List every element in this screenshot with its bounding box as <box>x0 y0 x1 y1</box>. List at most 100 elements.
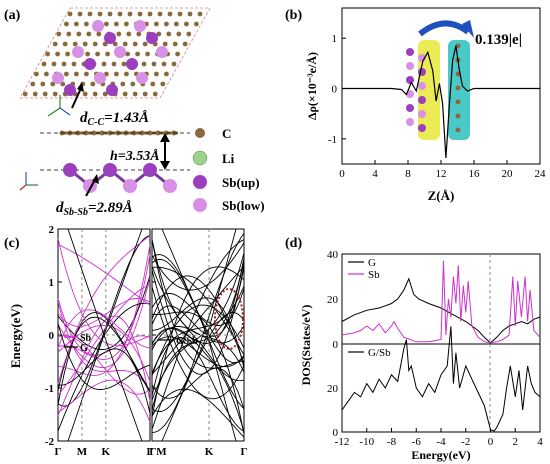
c-atom <box>142 41 148 47</box>
band-line <box>57 316 151 392</box>
c-atom <box>455 99 461 105</box>
c-atom <box>125 51 130 57</box>
c-atom <box>102 91 108 97</box>
highlight-ellipse <box>214 288 244 350</box>
crystal-side-view: h=3.53Å <box>40 130 190 193</box>
c-atom <box>154 71 159 77</box>
c-atom <box>160 81 166 87</box>
band-line <box>151 297 245 369</box>
c-atom <box>61 61 67 67</box>
panel-c-right: G/Sb <box>151 228 245 442</box>
x-tick-label: -10 <box>359 436 374 448</box>
c-atom <box>62 41 68 47</box>
band-line <box>151 327 245 382</box>
c-atom <box>124 21 129 27</box>
k-label: Γ <box>55 446 62 458</box>
sb-low-atom <box>92 20 104 32</box>
band-line <box>151 388 245 438</box>
c-atom <box>174 21 179 27</box>
x-tick-label: 4 <box>372 168 378 180</box>
c-atom <box>66 31 72 37</box>
legend-c: C <box>222 126 231 141</box>
legend-li-marker <box>192 150 208 166</box>
c-atom <box>82 41 88 47</box>
panel-d-top: G Sb <box>341 253 541 345</box>
band-line <box>151 367 245 410</box>
c-atom <box>172 41 178 47</box>
y-tick-label: -1 <box>328 134 337 146</box>
sb-low-atom <box>52 72 64 84</box>
panel-d-label: (d) <box>285 236 302 251</box>
x-tick-label: -4 <box>436 436 446 448</box>
c-atom <box>45 51 50 57</box>
c-atom <box>124 71 129 77</box>
y-tick-label: -2 <box>45 436 55 448</box>
c-atom <box>64 71 69 77</box>
c-atom <box>51 61 57 67</box>
legend-g: G <box>80 343 88 354</box>
band-line <box>151 311 245 435</box>
c-atom <box>30 81 36 87</box>
band-line <box>57 275 151 350</box>
sb-up-atom <box>103 163 117 177</box>
delta-rho-line <box>342 45 540 159</box>
c-atom <box>91 130 97 136</box>
c-atom <box>99 130 105 136</box>
y-tick-label: 0 <box>332 84 338 96</box>
band-line <box>151 239 245 430</box>
c-atom <box>105 51 110 57</box>
panel-c-label: (c) <box>4 236 20 251</box>
c-atom <box>154 21 159 27</box>
sb-low-atom <box>163 179 177 193</box>
c-atom <box>77 11 83 17</box>
sb-atom <box>418 110 426 118</box>
sb-up-atom <box>143 163 157 177</box>
c-atom <box>41 61 47 67</box>
c-atom <box>117 11 123 17</box>
c-atom <box>52 41 58 47</box>
carbon-atoms <box>22 11 203 97</box>
y-tick-label: -1 <box>45 383 54 395</box>
c-atom <box>184 21 189 27</box>
c-atom <box>141 61 147 67</box>
sb-atom <box>406 62 414 70</box>
x-tick-label: -8 <box>387 436 397 448</box>
panel-d-bottom: G/Sb <box>341 326 541 433</box>
k-label: K <box>205 446 214 458</box>
x-tick-label: 16 <box>469 168 481 180</box>
x-tick-label: 0 <box>339 168 345 180</box>
sb-up-atom <box>104 32 116 44</box>
c-atom <box>50 81 56 87</box>
c-atom <box>74 21 79 27</box>
dsbsb-label: dSb-Sb=2.89Å <box>56 200 133 218</box>
x-tick-label: -6 <box>412 436 422 448</box>
band-line <box>57 238 151 347</box>
c-atom <box>164 71 169 77</box>
band-line <box>57 284 151 396</box>
band-line <box>151 260 245 410</box>
x-tick-label: 2 <box>513 436 519 448</box>
sb-low-atom <box>114 46 126 58</box>
c-atom <box>64 21 69 27</box>
c-atom <box>126 31 132 37</box>
dirac-cone <box>67 333 143 442</box>
c-atom <box>96 31 102 37</box>
x-tick-label: 24 <box>535 168 547 180</box>
c-atom <box>72 41 78 47</box>
c-atom <box>67 11 73 17</box>
c-atom <box>87 11 93 17</box>
k-label: Γ <box>147 446 154 458</box>
c-atom <box>155 130 161 136</box>
legend-sbup: Sb(up) <box>222 175 260 190</box>
x-tick-label: 12 <box>436 168 447 180</box>
panel-b-label: (b) <box>285 8 302 23</box>
panel-b-ylabel: Δρ(×10⁻³e/Å) <box>305 52 319 120</box>
c-atom <box>85 51 90 57</box>
c-atom <box>65 51 70 57</box>
c-atom <box>84 71 89 77</box>
y-tick-label: 0 <box>333 339 339 351</box>
panel-c-left-legend: Sb G <box>64 333 92 354</box>
c-atom <box>164 21 169 27</box>
sb-up-atom <box>126 58 138 70</box>
legend-sblow: Sb(low) <box>222 198 265 213</box>
